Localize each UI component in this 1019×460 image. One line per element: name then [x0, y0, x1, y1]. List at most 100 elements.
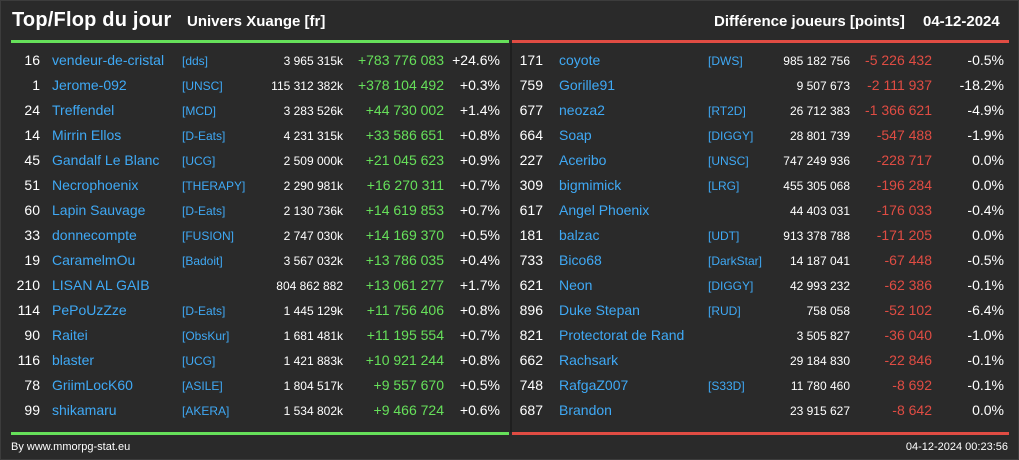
- alliance-tag-link[interactable]: [RUD]: [708, 304, 741, 318]
- player-name-link[interactable]: PePoUzZze: [52, 302, 127, 318]
- alliance-tag-link[interactable]: [THERAPY]: [182, 179, 246, 193]
- alliance-tag-link[interactable]: [dds]: [182, 54, 209, 68]
- player-name-link[interactable]: blaster: [52, 352, 95, 368]
- alliance-tag-link[interactable]: [UCG]: [182, 354, 216, 368]
- player-name-link[interactable]: Treffendel: [52, 102, 115, 118]
- points-difference: +9 557 670: [373, 377, 444, 393]
- flop-row: 309 bigmimick [LRG] 455 305 068 -196 284 0.0%: [512, 174, 1009, 199]
- player-name-link[interactable]: neoza2: [559, 102, 605, 118]
- player-name-link[interactable]: Rachsark: [559, 352, 619, 368]
- percent-change: +0.7%: [459, 327, 500, 343]
- player-name-link[interactable]: GriimLocK60: [52, 377, 133, 393]
- top-row: 51 Necrophoenix [THERAPY] 2 290 981k +16 270…: [11, 174, 509, 199]
- player-name-link[interactable]: Protectorat de Rand: [559, 327, 685, 343]
- player-name-link[interactable]: LISAN AL GAIB: [52, 277, 150, 293]
- player-name-link[interactable]: Aceribo: [559, 152, 607, 168]
- player-name-link[interactable]: Soap: [559, 127, 592, 143]
- points-difference: +44 730 002: [365, 102, 444, 118]
- player-rank: 677: [519, 102, 543, 118]
- player-total-points: 115 312 382k: [271, 79, 343, 93]
- alliance-tag-link[interactable]: [LRG]: [708, 179, 740, 193]
- player-total-points: 1 421 883k: [283, 354, 343, 368]
- alliance-tag-link[interactable]: [UNSC]: [708, 154, 749, 168]
- player-total-points: 28 801 739: [789, 129, 850, 143]
- alliance-tag-link[interactable]: [MCD]: [182, 104, 216, 118]
- player-total-points: 2 290 981k: [283, 179, 343, 193]
- flop-row: 171 coyote [DWS] 985 182 756 -5 226 432 -0.5%: [512, 49, 1009, 74]
- flop-row: 687 Brandon 23 915 627 -8 642 0.0%: [512, 399, 1009, 424]
- alliance-tag-link[interactable]: [ASILE]: [182, 379, 223, 393]
- alliance-tag-link[interactable]: [UNSC]: [182, 79, 223, 93]
- player-name-link[interactable]: vendeur-de-cristal: [52, 52, 165, 68]
- flop-accent-bar: [512, 40, 1009, 43]
- player-name-link[interactable]: Angel Phoenix: [559, 202, 650, 218]
- points-difference: -8 692: [892, 377, 932, 393]
- points-difference: +33 586 651: [365, 127, 444, 143]
- player-name-link[interactable]: Duke Stepan: [559, 302, 640, 318]
- flop-row: 748 RafgaZ007 [S33D] 11 780 460 -8 692 -0.1%: [512, 374, 1009, 399]
- flop-row: 896 Duke Stepan [RUD] 758 058 -52 102 -6.4%: [512, 299, 1009, 324]
- player-name-link[interactable]: bigmimick: [559, 177, 622, 193]
- alliance-tag-link[interactable]: [RT2D]: [708, 104, 746, 118]
- alliance-tag-link[interactable]: [DIGGY]: [708, 129, 754, 143]
- percent-change: +0.5%: [459, 377, 500, 393]
- player-total-points: 3 567 032k: [283, 254, 343, 268]
- player-name-link[interactable]: Brandon: [559, 402, 612, 418]
- flop-row: 617 Angel Phoenix 44 403 031 -176 033 -0.4%: [512, 199, 1009, 224]
- alliance-tag-link[interactable]: [AKERA]: [182, 404, 230, 418]
- player-total-points: 3 505 827: [796, 329, 850, 343]
- points-difference: +378 104 492: [357, 77, 444, 93]
- player-rank: 210: [16, 277, 40, 293]
- player-rank: 116: [17, 352, 40, 368]
- percent-change: -0.1%: [967, 352, 1004, 368]
- points-difference: -547 488: [876, 127, 932, 143]
- percent-change: -0.5%: [967, 52, 1004, 68]
- player-rank: 664: [519, 127, 543, 143]
- player-rank: 687: [519, 402, 543, 418]
- player-rank: 14: [24, 127, 40, 143]
- player-name-link[interactable]: RafgaZ007: [559, 377, 629, 393]
- player-name-link[interactable]: Gandalf Le Blanc: [52, 152, 160, 168]
- alliance-tag-link[interactable]: [DIGGY]: [708, 279, 754, 293]
- percent-change: +0.9%: [459, 152, 500, 168]
- player-name-link[interactable]: Raitei: [52, 327, 88, 343]
- player-rank: 227: [519, 152, 543, 168]
- alliance-tag-link[interactable]: [UCG]: [182, 154, 216, 168]
- player-name-link[interactable]: Bico68: [559, 252, 602, 268]
- top-row: 60 Lapin Sauvage [D-Eats] 2 130 736k +14 619…: [11, 199, 509, 224]
- metric-label: Différence joueurs [points]: [714, 13, 905, 30]
- alliance-tag-link[interactable]: [S33D]: [708, 379, 745, 393]
- alliance-tag-link[interactable]: [UDT]: [708, 229, 740, 243]
- player-total-points: 23 915 627: [789, 404, 850, 418]
- points-difference: -36 040: [884, 327, 932, 343]
- percent-change: +0.8%: [459, 127, 500, 143]
- player-name-link[interactable]: Lapin Sauvage: [52, 202, 146, 218]
- alliance-tag-link[interactable]: [D-Eats]: [182, 129, 226, 143]
- player-name-link[interactable]: coyote: [559, 52, 601, 68]
- player-name-link[interactable]: Neon: [559, 277, 593, 293]
- player-name-link[interactable]: donnecompte: [52, 227, 137, 243]
- player-name-link[interactable]: Mirrin Ellos: [52, 127, 122, 143]
- player-name-link[interactable]: Jerome-092: [52, 77, 127, 93]
- player-name-link[interactable]: Necrophoenix: [52, 177, 139, 193]
- top-row: 33 donnecompte [FUSION] 2 747 030k +14 169 3…: [11, 224, 509, 249]
- points-difference: +9 466 724: [373, 402, 444, 418]
- alliance-tag-link[interactable]: [DarkStar]: [708, 254, 763, 268]
- player-name-link[interactable]: shikamaru: [52, 402, 117, 418]
- player-rank: 16: [24, 52, 40, 68]
- player-name-link[interactable]: balzac: [559, 227, 600, 243]
- player-name-link[interactable]: CaramelmOu: [52, 252, 136, 268]
- player-rank: 617: [519, 202, 543, 218]
- alliance-tag-link[interactable]: [Badoit]: [182, 254, 223, 268]
- alliance-tag-link[interactable]: [D-Eats]: [182, 304, 226, 318]
- alliance-tag-link[interactable]: [ObsKur]: [182, 329, 230, 343]
- percent-change: +0.6%: [459, 402, 500, 418]
- widget-title: Top/Flop du jour: [12, 9, 172, 31]
- percent-change: +1.4%: [459, 102, 500, 118]
- player-name-link[interactable]: Gorille91: [559, 77, 616, 93]
- alliance-tag-link[interactable]: [D-Eats]: [182, 204, 226, 218]
- points-difference: +14 619 853: [365, 202, 444, 218]
- alliance-tag-link[interactable]: [FUSION]: [182, 229, 235, 243]
- alliance-tag-link[interactable]: [DWS]: [708, 54, 743, 68]
- top-row: 45 Gandalf Le Blanc [UCG] 2 509 000k +21 045…: [11, 149, 509, 174]
